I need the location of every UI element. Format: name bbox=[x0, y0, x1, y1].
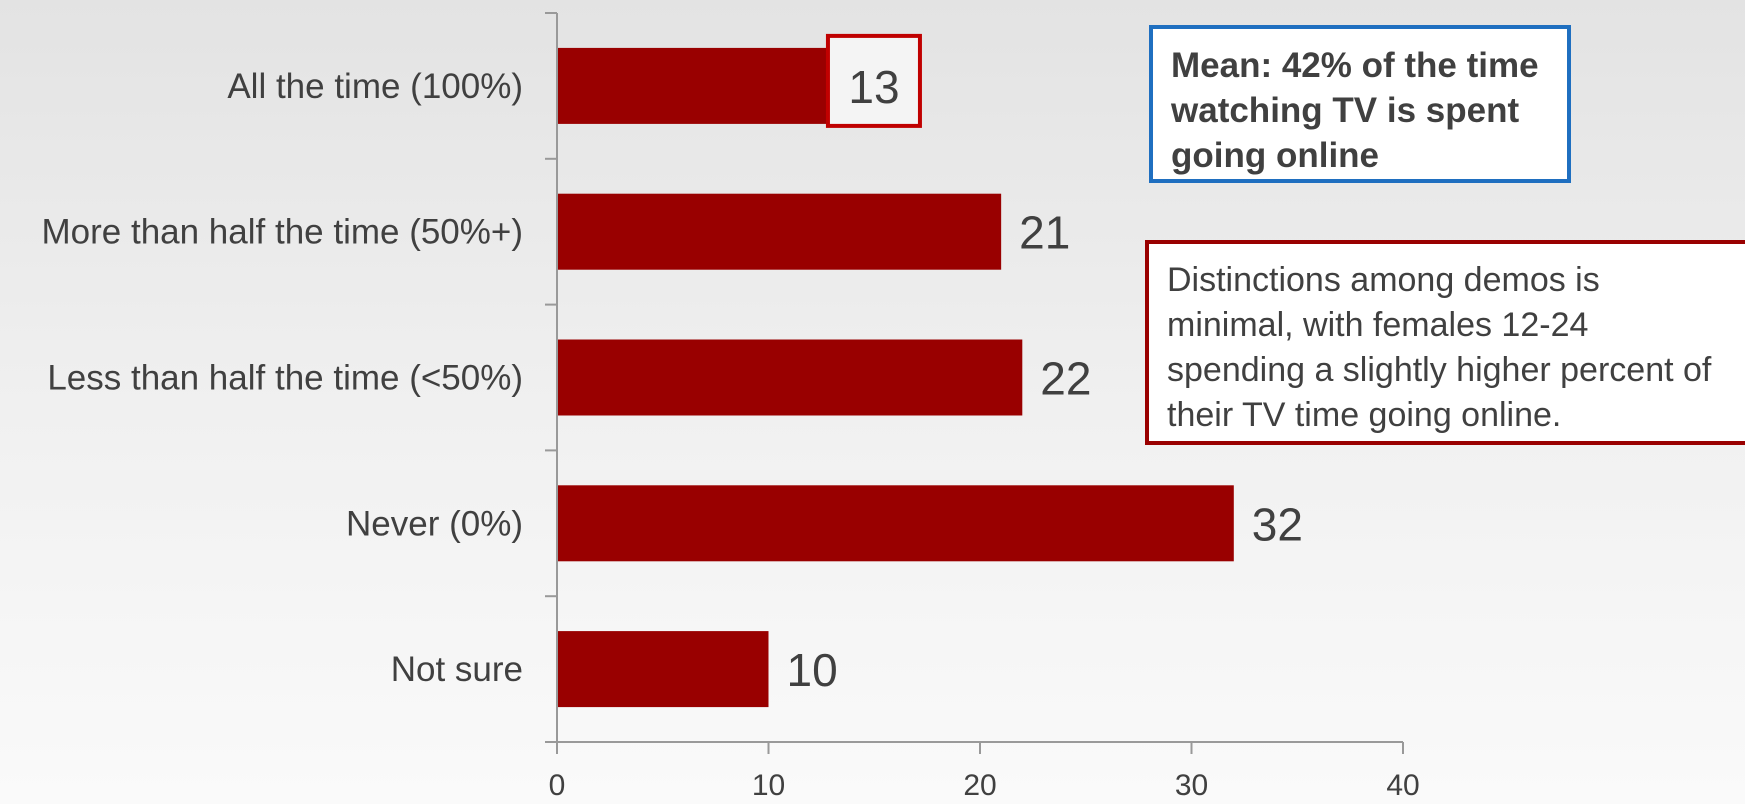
bar-3 bbox=[557, 485, 1234, 562]
category-label-0: All the time (100%) bbox=[227, 67, 523, 106]
x-tick-label-0: 0 bbox=[549, 769, 566, 802]
demos-callout: Distinctions among demos is minimal, wit… bbox=[1145, 240, 1745, 445]
category-label-1: More than half the time (50%+) bbox=[42, 213, 524, 252]
category-label-2: Less than half the time (<50%) bbox=[47, 359, 523, 398]
value-label-2: 22 bbox=[1040, 353, 1091, 405]
bar-4 bbox=[557, 631, 769, 708]
category-label-4: Not sure bbox=[391, 650, 523, 689]
mean-callout: Mean: 42% of the time watching TV is spe… bbox=[1149, 25, 1571, 183]
category-label-3: Never (0%) bbox=[346, 504, 523, 543]
value-label-0: 13 bbox=[848, 61, 899, 113]
bar-2 bbox=[557, 339, 1023, 416]
bar-1 bbox=[557, 193, 1002, 270]
value-label-1: 21 bbox=[1019, 207, 1070, 259]
bars-group bbox=[557, 47, 1234, 708]
x-tick-label-1: 10 bbox=[752, 769, 785, 802]
axes-group: 0 10 20 30 40 bbox=[545, 12, 1420, 802]
highlight-box bbox=[825, 33, 922, 128]
x-tick-label-3: 30 bbox=[1175, 769, 1208, 802]
x-tick-label-2: 20 bbox=[963, 769, 996, 802]
value-label-3: 32 bbox=[1252, 498, 1303, 550]
x-tick-label-4: 40 bbox=[1386, 769, 1419, 802]
labels-group: All the time (100%) 13 More than half the … bbox=[42, 33, 1303, 696]
value-label-4: 10 bbox=[787, 644, 838, 696]
bar-0 bbox=[557, 47, 832, 124]
